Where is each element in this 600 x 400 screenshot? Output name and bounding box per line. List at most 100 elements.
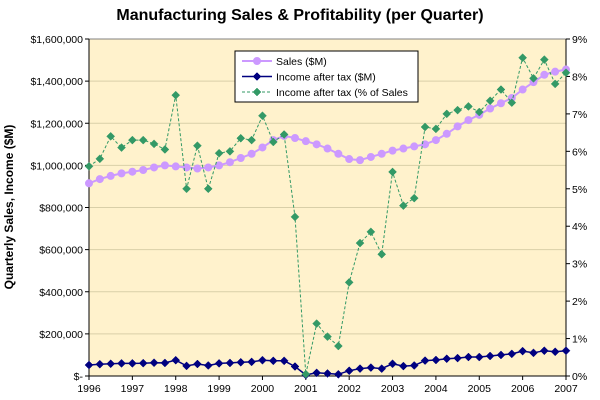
data-point-income [507, 349, 517, 359]
data-point-pct [485, 96, 495, 106]
y-tick-label: $- [74, 371, 84, 383]
x-tick-label: 1999 [207, 383, 231, 395]
data-point-pct [453, 105, 462, 115]
x-tick-label: 2007 [554, 383, 578, 395]
data-point-pct [474, 107, 484, 117]
data-point-income [333, 369, 343, 379]
data-point-pct [507, 98, 517, 108]
data-point-pct [258, 111, 267, 121]
data-point-income [485, 351, 495, 361]
legend-marker-pct [252, 87, 262, 97]
data-point-sales [128, 167, 137, 176]
data-point-sales [345, 155, 354, 164]
y2-tick-label: 2% [572, 296, 587, 308]
data-point-sales [225, 158, 234, 167]
data-point-pct [312, 319, 322, 328]
data-point-sales [431, 136, 440, 145]
data-point-sales [496, 99, 505, 108]
data-point-pct [377, 249, 387, 259]
data-point-pct [84, 161, 94, 171]
data-point-income [138, 358, 148, 368]
x-tick-label: 1996 [77, 383, 101, 395]
data-point-pct [550, 79, 560, 89]
data-point-pct [106, 132, 116, 141]
x-tick-label: 2000 [251, 383, 275, 395]
data-point-income [193, 359, 202, 369]
data-point-pct [464, 102, 473, 111]
data-point-pct [128, 135, 137, 145]
y2-tick-label: 3% [572, 259, 587, 271]
series-line-pct [88, 56, 567, 375]
y2-tick-label: 0% [572, 371, 587, 383]
x-tick-label: 2002 [338, 383, 362, 395]
data-point-income [550, 347, 560, 357]
y-tick-label: $600,000 [39, 245, 83, 257]
data-point-sales [301, 137, 310, 146]
data-point-income [95, 359, 105, 369]
series-layer [84, 53, 571, 380]
data-point-sales [258, 143, 267, 152]
data-point-pct [301, 369, 311, 379]
y2-tick-label: 8% [572, 71, 587, 83]
data-point-income [160, 358, 170, 368]
data-point-income [453, 353, 462, 363]
data-point-pct [529, 73, 538, 83]
data-point-sales [171, 162, 180, 171]
data-point-pct [149, 139, 159, 149]
x-tick-label: 2001 [294, 383, 318, 395]
x-tick-label: 2003 [381, 383, 405, 395]
y2-tick-label: 9% [572, 34, 587, 46]
data-point-income [323, 369, 332, 378]
data-point-pct [138, 135, 148, 145]
data-point-income [388, 359, 397, 369]
data-point-sales [139, 166, 148, 175]
data-point-pct [117, 143, 126, 152]
data-point-income [355, 364, 365, 373]
y-axis-title: Quarterly Sales, Income ($M) [2, 125, 16, 290]
data-point-sales [106, 171, 115, 180]
data-point-sales [518, 85, 527, 94]
data-point-pct [95, 154, 105, 164]
data-point-income [84, 360, 94, 370]
data-point-income [225, 358, 235, 368]
data-point-sales [323, 144, 332, 153]
data-point-pct [193, 141, 202, 151]
data-point-sales [421, 140, 430, 149]
y-tick-label: $800,000 [39, 203, 83, 215]
data-point-income [182, 361, 191, 371]
data-point-sales [356, 156, 365, 165]
data-point-pct [268, 137, 278, 147]
data-point-pct [399, 201, 408, 210]
data-point-income [539, 346, 549, 356]
data-point-sales [334, 149, 343, 158]
data-point-sales [399, 144, 408, 153]
data-point-income [442, 354, 452, 364]
data-point-sales [247, 149, 256, 158]
data-point-sales [290, 133, 299, 142]
data-point-pct [203, 184, 213, 194]
data-point-pct [214, 148, 224, 158]
data-point-income [117, 359, 126, 368]
data-point-income [431, 355, 441, 365]
data-point-pct [225, 146, 235, 156]
data-point-sales [236, 154, 245, 163]
data-point-sales [551, 67, 560, 76]
x-tick-label: 2004 [424, 383, 448, 395]
data-point-income [529, 348, 538, 358]
data-point-sales [160, 161, 169, 170]
data-point-sales [193, 164, 202, 173]
legend-label-sales: Sales ($M) [276, 56, 327, 68]
x-tick-label: 1997 [121, 383, 145, 395]
series-pct [84, 53, 571, 379]
data-point-pct [247, 135, 256, 145]
data-point-sales [95, 175, 104, 184]
data-point-income [258, 355, 267, 365]
data-point-pct [420, 122, 430, 132]
y-tick-label: $1,000,000 [30, 160, 83, 172]
data-point-income [171, 355, 181, 365]
data-point-sales [464, 116, 473, 125]
x-tick-label: 2006 [511, 383, 535, 395]
data-point-pct [388, 167, 397, 177]
y-tick-label: $1,200,000 [30, 118, 83, 130]
data-point-pct [561, 68, 571, 78]
